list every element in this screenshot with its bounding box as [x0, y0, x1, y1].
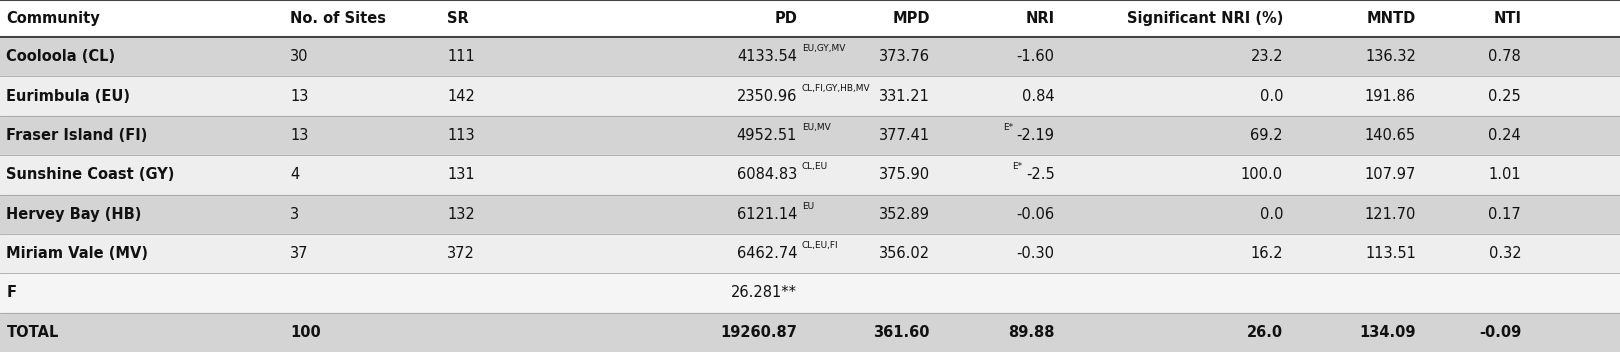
Text: Hervey Bay (HB): Hervey Bay (HB): [6, 207, 143, 222]
Text: E*: E*: [1003, 123, 1014, 132]
Text: EU,GY,MV: EU,GY,MV: [802, 44, 846, 54]
Text: PD: PD: [774, 11, 797, 26]
Text: MNTD: MNTD: [1367, 11, 1416, 26]
Text: 6462.74: 6462.74: [737, 246, 797, 261]
Text: 4952.51: 4952.51: [737, 128, 797, 143]
Bar: [0, 76, 1620, 116]
Text: 37: 37: [290, 246, 308, 261]
Text: 6121.14: 6121.14: [737, 207, 797, 222]
Text: -2.5: -2.5: [1025, 167, 1055, 182]
Text: E*: E*: [1012, 163, 1022, 171]
Text: 6084.83: 6084.83: [737, 167, 797, 182]
Text: 0.0: 0.0: [1259, 89, 1283, 103]
Text: 100: 100: [290, 325, 321, 340]
Text: MPD: MPD: [893, 11, 930, 26]
Text: 373.76: 373.76: [880, 49, 930, 64]
Text: 113: 113: [447, 128, 475, 143]
Text: NTI: NTI: [1494, 11, 1521, 26]
Text: Fraser Island (FI): Fraser Island (FI): [6, 128, 147, 143]
Text: 89.88: 89.88: [1008, 325, 1055, 340]
Text: 0.84: 0.84: [1022, 89, 1055, 103]
Bar: [0, 195, 1620, 234]
Bar: [0, 313, 1620, 352]
Text: -0.30: -0.30: [1017, 246, 1055, 261]
Text: Sunshine Coast (GY): Sunshine Coast (GY): [6, 167, 175, 182]
Text: 331.21: 331.21: [880, 89, 930, 103]
Text: 13: 13: [290, 128, 308, 143]
Text: 23.2: 23.2: [1251, 49, 1283, 64]
Text: 2350.96: 2350.96: [737, 89, 797, 103]
Text: -0.06: -0.06: [1016, 207, 1055, 222]
Text: 134.09: 134.09: [1359, 325, 1416, 340]
Text: 372: 372: [447, 246, 475, 261]
Text: 191.86: 191.86: [1366, 89, 1416, 103]
Text: SR: SR: [447, 11, 468, 26]
Text: CL,FI,GY,HB,MV: CL,FI,GY,HB,MV: [802, 84, 870, 93]
Text: 136.32: 136.32: [1366, 49, 1416, 64]
Text: 3: 3: [290, 207, 300, 222]
Text: 107.97: 107.97: [1364, 167, 1416, 182]
Text: CL,EU: CL,EU: [802, 163, 828, 171]
Text: NRI: NRI: [1025, 11, 1055, 26]
Text: 377.41: 377.41: [878, 128, 930, 143]
Text: 132: 132: [447, 207, 475, 222]
Text: 111: 111: [447, 49, 475, 64]
Text: 113.51: 113.51: [1366, 246, 1416, 261]
Text: Miriam Vale (MV): Miriam Vale (MV): [6, 246, 149, 261]
Text: TOTAL: TOTAL: [6, 325, 58, 340]
Text: 16.2: 16.2: [1251, 246, 1283, 261]
Text: 0.17: 0.17: [1489, 207, 1521, 222]
Text: 356.02: 356.02: [878, 246, 930, 261]
Text: CL,EU,FI: CL,EU,FI: [802, 241, 839, 250]
Bar: [0, 0, 1620, 37]
Text: 26.0: 26.0: [1247, 325, 1283, 340]
Text: EU: EU: [802, 202, 813, 211]
Text: 19260.87: 19260.87: [721, 325, 797, 340]
Text: No. of Sites: No. of Sites: [290, 11, 386, 26]
Text: -2.19: -2.19: [1017, 128, 1055, 143]
Text: Community: Community: [6, 11, 100, 26]
Text: F: F: [6, 285, 16, 301]
Text: 0.24: 0.24: [1489, 128, 1521, 143]
Text: 0.25: 0.25: [1489, 89, 1521, 103]
Text: 0.32: 0.32: [1489, 246, 1521, 261]
Text: 361.60: 361.60: [873, 325, 930, 340]
Text: 0.0: 0.0: [1259, 207, 1283, 222]
Text: 100.0: 100.0: [1241, 167, 1283, 182]
Text: 0.78: 0.78: [1489, 49, 1521, 64]
Text: 121.70: 121.70: [1364, 207, 1416, 222]
Text: 352.89: 352.89: [880, 207, 930, 222]
Text: 1.01: 1.01: [1489, 167, 1521, 182]
Bar: [0, 116, 1620, 155]
Text: 26.281**: 26.281**: [731, 285, 797, 301]
Text: 142: 142: [447, 89, 475, 103]
Text: Eurimbula (EU): Eurimbula (EU): [6, 89, 131, 103]
Text: 4: 4: [290, 167, 300, 182]
Text: 69.2: 69.2: [1251, 128, 1283, 143]
Text: -1.60: -1.60: [1017, 49, 1055, 64]
Bar: [0, 155, 1620, 195]
Text: -0.09: -0.09: [1479, 325, 1521, 340]
Bar: [0, 234, 1620, 273]
Text: Cooloola (CL): Cooloola (CL): [6, 49, 115, 64]
Bar: [0, 37, 1620, 76]
Text: 13: 13: [290, 89, 308, 103]
Text: EU,MV: EU,MV: [802, 123, 831, 132]
Text: 375.90: 375.90: [878, 167, 930, 182]
Bar: [0, 273, 1620, 313]
Text: 4133.54: 4133.54: [737, 49, 797, 64]
Text: 140.65: 140.65: [1364, 128, 1416, 143]
Text: 30: 30: [290, 49, 308, 64]
Text: Significant NRI (%): Significant NRI (%): [1126, 11, 1283, 26]
Text: 131: 131: [447, 167, 475, 182]
